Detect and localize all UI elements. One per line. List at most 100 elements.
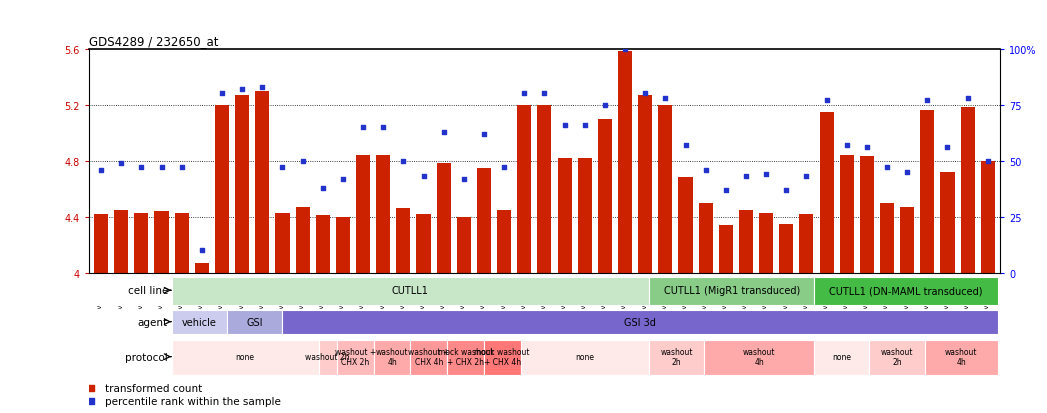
Point [314, 185, 331, 192]
Text: washout +
CHX 2h: washout + CHX 2h [335, 347, 376, 366]
Bar [520, 340, 649, 375]
Bar [558, 159, 572, 273]
Bar [981, 161, 995, 273]
Point [576, 122, 593, 129]
Point [395, 158, 411, 165]
Bar [172, 311, 227, 335]
Text: washout
4h: washout 4h [945, 347, 978, 366]
Point [416, 173, 432, 180]
Text: washout +
CHX 4h: washout + CHX 4h [408, 347, 449, 366]
Point [516, 91, 533, 97]
Point [355, 124, 372, 131]
Point [496, 165, 513, 171]
Bar [175, 213, 188, 273]
Bar [940, 173, 955, 273]
Point [617, 46, 633, 53]
Bar [639, 96, 652, 273]
Bar [172, 278, 649, 305]
Bar [410, 340, 447, 375]
Text: vehicle: vehicle [182, 317, 217, 327]
Point [83, 397, 99, 404]
Text: cell line: cell line [128, 285, 168, 295]
Point [959, 95, 976, 102]
Bar [255, 91, 269, 273]
Point [798, 173, 815, 180]
Bar [598, 119, 611, 273]
Bar [295, 207, 310, 273]
Point [859, 145, 875, 151]
Bar [318, 340, 337, 375]
Text: agent: agent [138, 317, 168, 327]
Point [697, 167, 714, 173]
Bar [417, 214, 430, 273]
Point [898, 169, 915, 176]
Point [979, 158, 996, 165]
Point [214, 91, 230, 97]
Bar [879, 203, 894, 273]
Text: washout
2h: washout 2h [661, 347, 693, 366]
Point [939, 145, 956, 151]
Bar [649, 340, 705, 375]
Point [274, 165, 291, 171]
Point [839, 142, 855, 149]
Point [455, 176, 472, 183]
Bar [860, 157, 874, 273]
Bar [840, 156, 853, 273]
Bar [537, 105, 552, 273]
Point [113, 160, 130, 167]
Bar [698, 203, 713, 273]
Bar [282, 311, 998, 335]
Bar [437, 164, 450, 273]
Bar [155, 211, 169, 273]
Bar [920, 111, 934, 273]
Bar [356, 156, 371, 273]
Bar [227, 311, 282, 335]
Point [335, 176, 352, 183]
Text: none: none [236, 352, 254, 361]
Bar [497, 210, 511, 273]
Bar [779, 224, 794, 273]
Point [83, 385, 99, 391]
Point [717, 187, 734, 194]
Bar [94, 214, 108, 273]
Bar [618, 52, 632, 273]
Point [536, 91, 553, 97]
Text: washout 2h: washout 2h [306, 352, 350, 361]
Point [758, 171, 775, 178]
Text: none: none [576, 352, 595, 361]
Point [597, 102, 614, 109]
Bar [376, 156, 391, 273]
Bar [215, 105, 229, 273]
Bar [820, 112, 833, 273]
Point [375, 124, 392, 131]
Bar [114, 210, 129, 273]
Text: GDS4289 / 232650_at: GDS4289 / 232650_at [89, 35, 219, 47]
Bar [517, 105, 531, 273]
Point [818, 97, 834, 104]
Point [133, 165, 150, 171]
Bar [275, 213, 290, 273]
Point [93, 167, 110, 173]
Bar [900, 207, 914, 273]
Bar [815, 340, 869, 375]
Bar [869, 340, 925, 375]
Bar [678, 178, 692, 273]
Point [233, 86, 250, 93]
Bar [815, 278, 998, 305]
Bar [172, 340, 318, 375]
Bar [477, 168, 491, 273]
Point [475, 131, 492, 138]
Bar [649, 278, 815, 305]
Text: washout
4h: washout 4h [743, 347, 776, 366]
Text: percentile rank within the sample: percentile rank within the sample [106, 396, 282, 406]
Bar [456, 217, 471, 273]
Point [153, 165, 170, 171]
Point [637, 91, 653, 97]
Text: washout
2h: washout 2h [881, 347, 913, 366]
Text: protocol: protocol [126, 352, 168, 362]
Point [174, 165, 191, 171]
Text: mock washout
+ CHX 4h: mock washout + CHX 4h [474, 347, 530, 366]
Text: CUTLL1: CUTLL1 [392, 285, 429, 295]
Point [294, 158, 311, 165]
Point [878, 165, 895, 171]
